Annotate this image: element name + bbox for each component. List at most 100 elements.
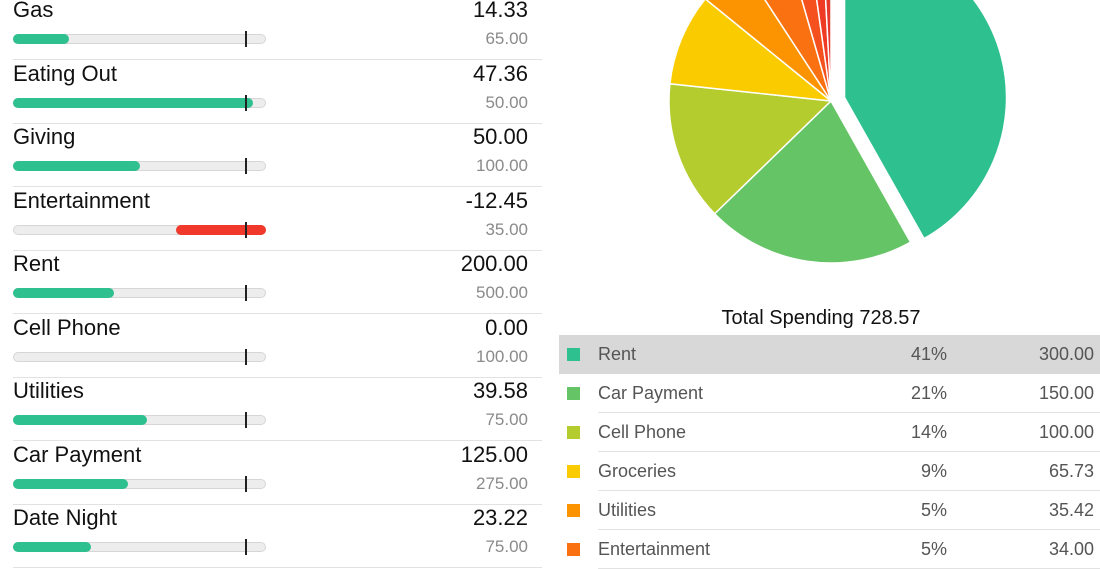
budget-spent: 47.36: [472, 61, 528, 86]
row-divider: [13, 440, 542, 441]
budget-limit-marker: [245, 31, 247, 47]
budget-spent: 0.00: [485, 315, 528, 340]
legend-amount: 300.00: [1038, 344, 1094, 364]
budget-name: Eating Out: [13, 61, 117, 86]
legend-name: Rent: [598, 344, 637, 364]
budget-spent: 125.00: [460, 442, 528, 467]
budget-progress-bar: [13, 95, 266, 111]
row-divider: [13, 313, 542, 314]
budget-limit: 100.00: [476, 156, 528, 175]
budget-limit: 75.00: [485, 410, 528, 429]
pie-slice-rent[interactable]: [843, 0, 1008, 240]
budget-limit: 100.00: [476, 347, 528, 366]
budget-row[interactable]: Car Payment 125.00 275.00: [0, 442, 542, 505]
legend-swatch: [567, 504, 580, 517]
pie-slice[interactable]: [786, 0, 832, 102]
budget-progress-bar: [13, 222, 266, 238]
budget-name: Rent: [13, 251, 60, 276]
budget-name: Entertainment: [13, 188, 150, 213]
legend-row[interactable]: Groceries 9% 65.73: [559, 452, 1100, 491]
legend-percent: 14%: [910, 422, 947, 442]
budget-limit: 75.00: [485, 537, 528, 556]
budget-progress-bar: [13, 412, 266, 428]
budget-progress-bar: [13, 158, 266, 174]
budget-progress-bar: [13, 349, 266, 365]
budget-row[interactable]: Entertainment -12.45 35.00: [0, 188, 542, 251]
pie-slice[interactable]: [822, 0, 832, 102]
budget-limit-marker: [245, 285, 247, 301]
legend-percent: 5%: [920, 500, 947, 520]
row-divider: [598, 529, 1100, 530]
spending-pie-chart[interactable]: [542, 0, 1100, 300]
budget-row[interactable]: Rent 200.00 500.00: [0, 251, 542, 314]
legend-percent: 21%: [910, 383, 947, 403]
budget-spent: 14.33: [472, 0, 528, 22]
row-divider: [13, 123, 542, 124]
legend-row[interactable]: Car Payment 21% 150.00: [559, 374, 1100, 413]
budget-row[interactable]: Eating Out 47.36 50.00: [0, 61, 542, 124]
budget-spent: -12.45: [465, 188, 528, 213]
budget-spent: 50.00: [472, 124, 528, 149]
legend-name: Utilities: [598, 500, 657, 520]
budget-limit: 50.00: [485, 93, 528, 112]
budget-row[interactable]: Utilities 39.58 75.00: [0, 378, 542, 441]
budget-row[interactable]: Date Night 23.22 75.00: [0, 505, 542, 568]
pie-slice-groceries[interactable]: [669, 0, 834, 103]
legend-swatch: [567, 426, 580, 439]
row-divider: [13, 567, 542, 568]
budget-name: Utilities: [13, 378, 84, 403]
row-divider: [598, 412, 1100, 413]
row-divider: [598, 490, 1100, 491]
budget-name: Car Payment: [13, 442, 142, 467]
budget-progress-fill: [13, 98, 253, 108]
budget-name: Date Night: [13, 505, 117, 530]
budget-limit: 35.00: [485, 220, 528, 239]
legend-amount: 35.42: [1048, 500, 1094, 520]
legend-amount: 100.00: [1038, 422, 1094, 442]
legend-name: Cell Phone: [598, 422, 687, 442]
budget-name: Giving: [13, 124, 76, 149]
pie-slice[interactable]: [808, 0, 832, 102]
budget-row[interactable]: Gas 14.33 65.00: [0, 0, 542, 60]
budget-limit-marker: [245, 95, 247, 111]
budget-progress-bar: [13, 31, 266, 47]
legend-name: Groceries: [598, 461, 677, 481]
pie-slice-entertainment[interactable]: [742, 0, 832, 102]
legend-swatch: [567, 465, 580, 478]
legend-row[interactable]: Utilities 5% 35.42: [559, 491, 1100, 530]
budget-progress-fill: [13, 415, 147, 425]
row-divider: [13, 59, 542, 60]
total-spending-label: Total Spending 728.57: [721, 307, 921, 329]
budget-progress-bar: [13, 476, 266, 492]
budget-progress-fill: [13, 479, 128, 489]
budget-row[interactable]: Cell Phone 0.00 100.00: [0, 315, 542, 378]
budget-limit-marker: [245, 476, 247, 492]
pie-slice-car-payment[interactable]: [713, 99, 912, 264]
pie-slice-utilities[interactable]: [705, 0, 832, 102]
row-divider: [13, 377, 542, 378]
legend-swatch: [567, 348, 580, 361]
budget-list: Gas 14.33 65.00 Eating Out 47.36 50.00 Giving 5…: [0, 0, 542, 568]
row-divider: [598, 451, 1100, 452]
budget-name: Gas: [13, 0, 54, 22]
pie-slice-cell-phone[interactable]: [668, 82, 833, 215]
legend-row[interactable]: Rent 41% 300.00: [559, 335, 1100, 374]
legend-percent: 9%: [920, 461, 947, 481]
budget-limit-marker: [245, 158, 247, 174]
budget-progress-fill: [176, 225, 266, 235]
legend-row[interactable]: Cell Phone 14% 100.00: [559, 413, 1100, 452]
budget-limit: 500.00: [476, 283, 528, 302]
row-divider: [13, 504, 542, 505]
budget-limit: 275.00: [476, 474, 528, 493]
budget-progress-fill: [13, 34, 69, 44]
spending-panel: Total Spending 728.57 Rent 41% 300.00 Car P…: [542, 0, 1100, 569]
budget-progress-fill: [13, 161, 140, 171]
budget-name: Cell Phone: [13, 315, 121, 340]
row-divider: [13, 186, 542, 187]
budget-limit-marker: [245, 349, 247, 365]
legend-name: Car Payment: [598, 383, 704, 403]
budget-spent: 200.00: [460, 251, 528, 276]
budget-progress-fill: [13, 542, 91, 552]
budget-row[interactable]: Giving 50.00 100.00: [0, 124, 542, 187]
legend-amount: 65.73: [1048, 461, 1094, 481]
